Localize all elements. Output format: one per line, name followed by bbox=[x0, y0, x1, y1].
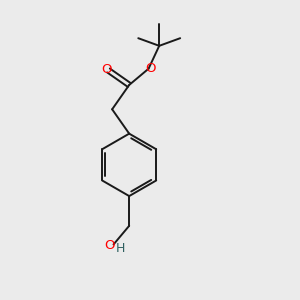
Text: H: H bbox=[116, 242, 125, 255]
Text: O: O bbox=[101, 63, 111, 76]
Text: O: O bbox=[105, 239, 115, 252]
Text: O: O bbox=[145, 62, 155, 75]
